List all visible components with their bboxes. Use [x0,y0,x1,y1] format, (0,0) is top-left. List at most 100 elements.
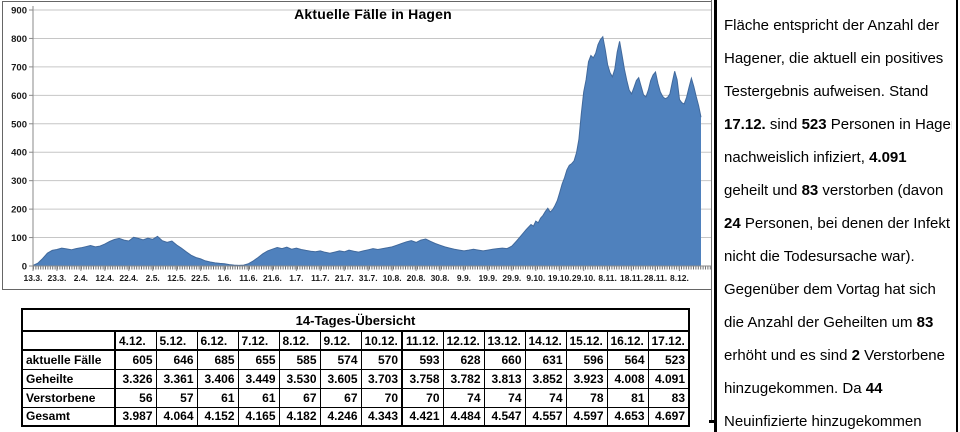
table-value-cell: 4.152 [196,406,239,427]
svg-text:9.9.: 9.9. [457,273,471,283]
table-value-cell: 570 [360,349,403,370]
table-value-cell: 605 [114,349,157,370]
overview-table: 14-Tages-Übersicht 4.12. 5.12. 6.12. 7.12. 8.… [21,308,690,427]
table-value-cell: 3.361 [155,368,198,389]
table-value-cell: 4.091 [647,368,690,389]
panel-line: 24 Personen, bei denen der Infekt [724,215,950,232]
table-date-header: 15.12. [565,330,608,351]
table-value-cell: 3.449 [237,368,280,389]
table-value-cell: 4.165 [237,406,280,427]
table-value-cell: 596 [565,349,608,370]
table-value-cell: 593 [401,349,444,370]
svg-text:20.8.: 20.8. [407,273,426,283]
table-value-cell: 56 [114,387,157,408]
table-value-cell: 74 [483,387,526,408]
table-row: Gesamt 3.987 4.064 4.152 4.165 4.182 4.246 4.34… [21,406,690,427]
vertical-divider [711,0,712,421]
svg-text:8.12.: 8.12. [670,273,689,283]
svg-text:1.7.: 1.7. [289,273,303,283]
table-value-cell: 628 [442,349,485,370]
table-value-cell: 4.547 [483,406,526,427]
table-row-label: aktuelle Fälle [21,349,116,370]
table-date-header: 14.12. [524,330,567,351]
table-value-cell: 78 [565,387,608,408]
svg-text:9.10.: 9.10. [526,273,545,283]
panel-line: Neuinfizierte hinzugekommen [724,413,922,430]
table-date-header: 13.12. [483,330,526,351]
table-date-header: 11.12. [401,330,444,351]
table-value-cell: 3.852 [524,368,567,389]
panel-line: erhöht und es sind 2 Verstorbene [724,347,945,364]
svg-text:12.4.: 12.4. [95,273,114,283]
table-value-cell: 3.758 [401,368,444,389]
table-value-cell: 646 [155,349,198,370]
table-date-header: 9.12. [319,330,362,351]
svg-text:23.3.: 23.3. [47,273,66,283]
table-value-cell: 4.597 [565,406,608,427]
panel-line: die Anzahl der Geheilten um 83 [724,314,934,331]
table-value-cell: 660 [483,349,526,370]
table-value-cell: 631 [524,349,567,370]
table-value-cell: 3.987 [114,406,157,427]
table-value-cell: 67 [319,387,362,408]
cases-area-chart: 0 100 200 300 400 500 600 700 800 900 13.3. 23.3. 2.… [11,6,711,283]
svg-text:800: 800 [11,34,27,45]
table-date-header: 17.12. [647,330,690,351]
svg-text:22.5.: 22.5. [191,273,210,283]
panel-line: Hagener, die aktuell ein positives [724,50,944,67]
svg-text:500: 500 [11,119,27,130]
table-date-header: 12.12. [442,330,485,351]
svg-text:300: 300 [11,176,27,187]
svg-text:19.10.: 19.10. [548,273,572,283]
table-value-cell: 61 [196,387,239,408]
table-value-cell: 564 [606,349,649,370]
svg-text:1.6.: 1.6. [217,273,231,283]
table-value-cell: 655 [237,349,280,370]
panel-line: 17.12. sind 523 Personen in Hagen [724,116,952,133]
svg-text:13.3.: 13.3. [24,273,43,283]
table-date-header: 8.12. [278,330,321,351]
table-value-cell: 81 [606,387,649,408]
table-corner-cell [21,330,116,351]
table-value-cell: 4.653 [606,406,649,427]
table-date-header: 6.12. [196,330,239,351]
table-row-label: Gesamt [21,406,116,427]
table-title-row: 14-Tages-Übersicht [21,308,690,332]
table-value-cell: 4.064 [155,406,198,427]
panel-line: Fläche entspricht der Anzahl der [724,17,940,34]
panel-line: nachweislich infiziert, 4.091 [724,149,907,166]
svg-text:2.4.: 2.4. [74,273,88,283]
svg-text:100: 100 [11,233,27,244]
table-row: aktuelle Fälle 605 646 685 655 585 574 570 593 62… [21,349,690,370]
table-value-cell: 4.421 [401,406,444,427]
table-row: Geheilte 3.326 3.361 3.406 3.449 3.530 3.605 3.… [21,368,690,389]
table-value-cell: 3.326 [114,368,157,389]
svg-text:200: 200 [11,205,27,216]
table-date-header: 16.12. [606,330,649,351]
table-row-label: Geheilte [21,368,116,389]
svg-text:900: 900 [11,6,27,17]
table-value-cell: 3.813 [483,368,526,389]
svg-text:29.9.: 29.9. [502,273,521,283]
table-value-cell: 74 [442,387,485,408]
svg-text:22.4.: 22.4. [119,273,138,283]
table-date-header: 5.12. [155,330,198,351]
svg-text:28.11.: 28.11. [644,273,667,283]
table-value-cell: 3.406 [196,368,239,389]
table-value-cell: 3.782 [442,368,485,389]
panel-line: nicht die Todesursache war). [724,248,915,265]
table-date-header: 4.12. [114,330,157,351]
svg-text:2.5.: 2.5. [146,273,160,283]
svg-text:19.9.: 19.9. [478,273,497,283]
table-date-header: 10.12. [360,330,403,351]
svg-text:30.8.: 30.8. [431,273,450,283]
svg-text:11.7.: 11.7. [311,273,329,283]
svg-text:8.11.: 8.11. [598,273,616,283]
svg-text:31.7.: 31.7. [359,273,378,283]
chart-title: Aktuelle Fälle in Hagen [294,6,452,22]
table-value-cell: 585 [278,349,321,370]
table-value-cell: 4.343 [360,406,403,427]
table-value-cell: 57 [155,387,198,408]
svg-text:0: 0 [22,262,27,273]
table-value-cell: 70 [360,387,403,408]
